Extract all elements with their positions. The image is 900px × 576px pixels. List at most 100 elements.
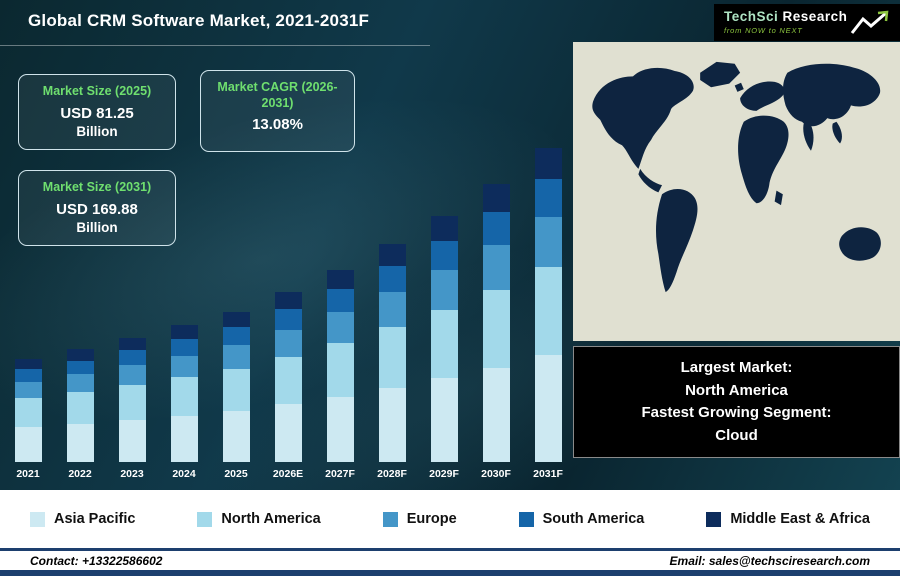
footer-contact-bar: Contact: +13322586602 Email: sales@techs… [0,551,900,570]
x-axis-label: 2023 [120,468,144,480]
stacked-bar [430,216,458,462]
bar-segment-middle-east-africa [274,292,302,310]
bar-segment-south-america [378,266,406,293]
footer-bottom-rule [0,570,900,576]
stacked-bar [222,311,250,462]
logo-brand-secondary: Research [782,9,848,25]
contact-phone: Contact: +13322586602 [30,553,163,568]
bar-segment-north-america [482,289,510,368]
bar-segment-north-america [14,398,42,427]
stat-unit: Billion [76,123,118,139]
x-axis-label: 2024 [172,468,196,480]
bar-segment-north-america [430,309,458,379]
legend-swatch [197,511,213,527]
largest-market-note: Largest Market: North America Fastest Grow… [573,346,900,458]
bar-segment-south-america [170,339,198,356]
bar-segment-north-america [118,385,146,420]
bar-segment-middle-east-africa [326,269,354,290]
x-axis-label: 2022 [68,468,92,480]
stat-box-market-size-2025: Market Size (2025) USD 81.25 Billion [18,74,176,150]
chart-region: Global CRM Software Market, 2021-2031F T… [0,0,900,490]
bar-column-2025: 2025 [216,311,256,480]
legend-item-europe: Europe [382,511,457,527]
bar-segment-europe [326,312,354,343]
legend-swatch [382,511,398,527]
title-underline [0,45,430,46]
bar-segment-north-america [326,342,354,397]
stat-value: USD 81.25 [60,104,134,122]
world-map-svg [573,42,900,341]
bar-segment-europe [14,381,42,399]
bar-column-2027F: 2027F [320,269,360,480]
stat-label: Market CAGR (2026-2031) [217,80,338,110]
stacked-bar [326,269,354,462]
legend: Asia Pacific North America Europe South Ame… [0,490,900,548]
bar-segment-middle-east-africa [66,349,94,361]
bar-column-2026E: 2026E [268,292,308,480]
legend-label: Asia Pacific [54,511,136,527]
legend-label: Middle East & Africa [730,511,870,527]
bar-segment-asia-pacific [534,355,562,462]
bar-segment-middle-east-africa [482,184,510,212]
stat-label: Market Size (2031) [42,180,152,194]
legend-item-asia-pacific: Asia Pacific [30,511,135,527]
legend-label: South America [542,511,645,527]
bar-segment-asia-pacific [222,410,250,462]
logo-mountain-arrow-icon [850,10,889,34]
note-line: Cloud [715,426,758,444]
bar-segment-middle-east-africa [222,311,250,327]
bar-segment-middle-east-africa [534,147,562,180]
bar-segment-middle-east-africa [430,216,458,241]
stacked-bar [14,359,42,462]
bar-column-2023: 2023 [112,337,152,480]
bar-segment-asia-pacific [118,419,146,462]
stat-box-market-cagr: Market CAGR (2026-2031) 13.08% [200,70,355,152]
world-map [573,42,900,341]
bar-segment-asia-pacific [14,427,42,462]
note-line: Largest Market: [680,359,793,376]
bar-segment-north-america [222,368,250,411]
techsci-logo: TechSci Research from NOW to NEXT [714,4,900,41]
stacked-bar [534,147,562,462]
bar-segment-europe [274,329,302,357]
bar-column-2028F: 2028F [372,244,412,480]
bar-segment-north-america [378,327,406,388]
x-axis-label: 2028F [377,468,407,480]
legend-item-middle-east-africa: Middle East & Africa [706,511,870,527]
note-line: Fastest Growing Segment: [641,404,832,421]
stacked-bar [66,349,94,462]
page-title: Global CRM Software Market, 2021-2031F [28,11,370,30]
bar-segment-south-america [482,211,510,246]
legend-swatch [706,511,722,527]
bar-segment-south-america [430,240,458,271]
bar-segment-europe [170,355,198,378]
note-line: North America [685,381,788,399]
bar-segment-south-america [534,179,562,217]
x-axis-label: 2021 [16,468,40,480]
bar-segment-asia-pacific [274,404,302,462]
stat-unit: Billion [76,219,118,235]
bar-segment-middle-east-africa [14,359,42,370]
bar-segment-middle-east-africa [170,325,198,340]
legend-swatch [30,511,45,527]
x-axis-label: 2031F [533,468,563,480]
stacked-bar [482,184,510,462]
bar-segment-europe [222,344,250,369]
x-axis-label: 2030F [481,468,511,480]
bar-segment-north-america [274,356,302,405]
bar-segment-europe [534,216,562,268]
x-axis-label: 2027F [325,468,355,480]
bar-segment-europe [118,365,146,386]
x-axis-label: 2029F [429,468,459,480]
bar-segment-south-america [274,309,302,330]
bar-segment-asia-pacific [482,367,510,462]
bar-column-2031F: 2031F [528,147,568,480]
bar-column-2030F: 2030F [476,184,516,480]
bar-segment-asia-pacific [430,378,458,462]
legend-swatch [518,511,534,527]
bar-segment-north-america [534,267,562,356]
legend-item-north-america: North America [197,511,321,527]
logo-text: TechSci Research from NOW to NEXT [724,10,847,34]
bar-segment-asia-pacific [170,415,198,462]
bar-segment-asia-pacific [378,388,406,462]
